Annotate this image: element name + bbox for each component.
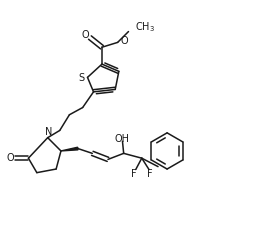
Text: CH$_3$: CH$_3$	[134, 20, 154, 34]
Text: OH: OH	[115, 134, 130, 144]
Text: F: F	[131, 169, 136, 179]
Text: S: S	[78, 73, 85, 83]
Text: N: N	[45, 127, 53, 137]
Text: F: F	[148, 169, 153, 179]
Polygon shape	[61, 147, 78, 151]
Text: O: O	[120, 36, 128, 46]
Text: O: O	[6, 153, 14, 163]
Text: O: O	[82, 30, 89, 40]
